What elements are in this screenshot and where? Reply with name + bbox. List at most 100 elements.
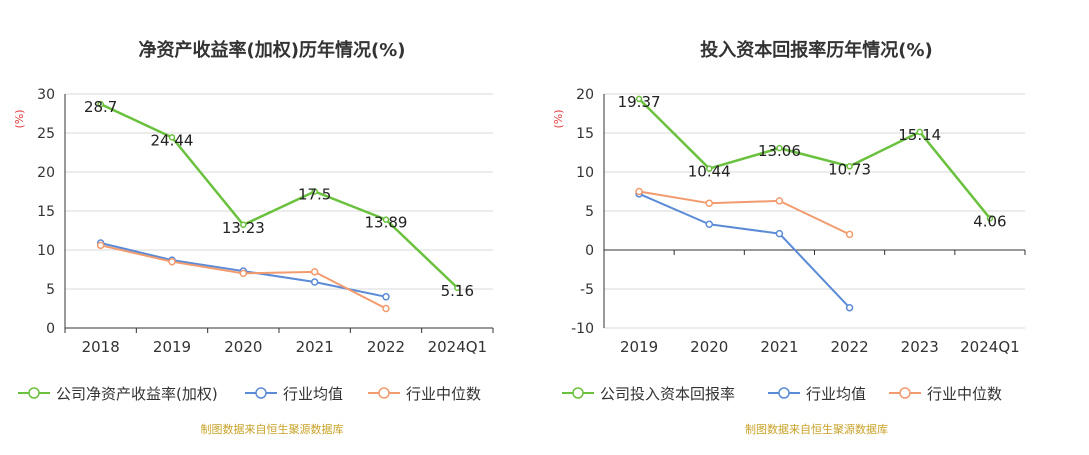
legend-item[interactable]: 行业中位数: [368, 380, 481, 406]
data-point: [705, 220, 713, 229]
x-tick-label: 2024Q1: [428, 338, 488, 356]
data-point: [706, 165, 713, 172]
series-line-2: [638, 190, 851, 236]
chart-title: 投入资本回报率历年情况(%): [700, 40, 933, 61]
y-tick-label: 30: [37, 87, 55, 103]
chart-title: 净资产收益率(加权)历年情况(%): [138, 40, 406, 61]
y-tick-label: 20: [576, 87, 594, 103]
y-tick-label: 0: [46, 321, 55, 337]
data-point: [845, 303, 854, 312]
data-point: [705, 199, 713, 207]
data-point: [382, 216, 390, 223]
data-point: [311, 188, 318, 195]
legend-item[interactable]: 公司净资产收益率(加权): [18, 380, 218, 406]
data-point: [239, 269, 248, 278]
data-point: [775, 229, 784, 238]
series-line-1: [638, 192, 851, 309]
legend-label: 行业中位数: [406, 384, 482, 403]
legend-line-marker-icon: [889, 387, 921, 399]
data-point: [382, 293, 390, 301]
data-source-note: 制图数据来自恒生聚源数据库: [200, 423, 344, 436]
data-point: [845, 230, 854, 239]
roe-chart-panel: 净资产收益率(加权)历年情况(%) 0 5 10 15 20 25 30 (%) 2018 201…: [0, 0, 544, 455]
data-point: [846, 163, 853, 170]
data-point: [310, 278, 319, 286]
y-tick-label: 25: [37, 126, 55, 142]
data-label: 13.23: [222, 219, 265, 237]
legend-item[interactable]: 行业中位数: [889, 380, 1002, 406]
x-tick-label: 2024Q1: [960, 338, 1020, 356]
data-label: 28.7: [84, 98, 117, 116]
legend-marker: [899, 387, 911, 399]
y-axis-label: (%): [13, 109, 26, 128]
data-point: [454, 284, 461, 292]
data-label: 24.44: [151, 131, 194, 149]
legend-marker: [378, 387, 390, 399]
legend-line-marker-icon: [768, 387, 800, 399]
y-axis-label: (%): [552, 109, 565, 128]
data-point: [916, 128, 923, 136]
data-label: 13.06: [758, 142, 801, 160]
roe-line-chart: 0 5 10 15 20 25 30 (%) 2018 2019 2020 2021 2022 2024Q…: [13, 87, 494, 356]
legend-label: 行业中位数: [927, 384, 1003, 403]
legend-item[interactable]: 行业均值: [768, 380, 866, 406]
data-point: [635, 187, 643, 196]
legend-line-marker-icon: [562, 387, 594, 399]
y-tick-label: -5: [580, 282, 594, 298]
series-line-0: [638, 98, 991, 220]
data-point: [635, 95, 643, 103]
roic-line-chart: -10 -5 0 5 10 15 20 (%) 2019 2020 2021 2022 2023 2024…: [552, 87, 1026, 356]
legend-label: 行业均值: [806, 384, 867, 403]
data-label: 17.5: [298, 186, 331, 204]
legend-marker: [572, 387, 584, 399]
x-tick-label: 2019: [153, 338, 191, 356]
data-source-note: 制图数据来自恒生聚源数据库: [745, 423, 888, 436]
data-point: [986, 215, 994, 222]
data-label: 5.16: [441, 282, 474, 300]
data-point: [382, 304, 390, 313]
x-tick-label: 2018: [82, 338, 120, 356]
x-tick-label: 2019: [620, 338, 658, 356]
y-tick-label: 10: [576, 165, 594, 181]
data-label: 10.44: [688, 163, 731, 181]
y-tick-label: 15: [37, 204, 55, 220]
chart-legend: 公司净资产收益率(加权) 行业均值 行业中位数: [0, 380, 544, 406]
y-tick-label: 20: [37, 165, 55, 181]
y-tick-label: 15: [576, 126, 594, 142]
legend-marker: [778, 387, 790, 399]
y-tick-label: 5: [585, 204, 594, 220]
data-point: [240, 221, 247, 229]
y-tick-label: -10: [571, 321, 594, 337]
chart-legend: 公司投入资本回报率 行业均值 行业中位数: [544, 380, 1089, 406]
x-tick-label: 2021: [296, 338, 334, 356]
data-label: 10.73: [828, 160, 871, 178]
data-label: 15.14: [898, 126, 941, 144]
data-point: [310, 268, 319, 276]
x-tick-label: 2023: [901, 338, 939, 356]
legend-line-marker-icon: [368, 387, 400, 399]
data-label: 19.37: [618, 93, 661, 111]
legend-marker: [255, 387, 267, 399]
y-tick-label: 0: [585, 243, 594, 259]
series-line-0: [100, 103, 459, 289]
data-point: [776, 144, 783, 152]
data-label: 13.89: [365, 214, 408, 232]
legend-marker: [28, 387, 40, 399]
roic-chart-panel: 投入资本回报率历年情况(%) -10 -5 0 5 10 15 20 (%) 2019 2020 2…: [544, 0, 1089, 455]
x-tick-label: 2020: [690, 338, 728, 356]
legend-label: 公司投入资本回报率: [600, 384, 736, 403]
legend-item[interactable]: 公司投入资本回报率: [562, 380, 735, 406]
y-tick-label: 5: [46, 282, 55, 298]
data-point: [168, 134, 176, 141]
data-point: [168, 257, 176, 266]
legend-label: 行业均值: [283, 384, 344, 403]
legend-line-marker-icon: [245, 387, 277, 399]
legend-item[interactable]: 行业均值: [245, 380, 343, 406]
x-tick-label: 2020: [224, 338, 262, 356]
x-tick-label: 2022: [830, 338, 868, 356]
data-point: [96, 241, 105, 250]
y-tick-label: 10: [37, 243, 55, 259]
data-point: [775, 197, 784, 205]
data-point: [97, 100, 104, 108]
data-label: 4.06: [973, 212, 1006, 230]
